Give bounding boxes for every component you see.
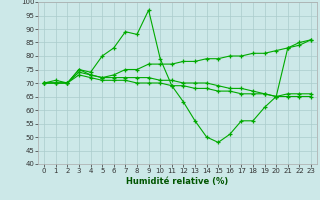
X-axis label: Humidité relative (%): Humidité relative (%) <box>126 177 229 186</box>
